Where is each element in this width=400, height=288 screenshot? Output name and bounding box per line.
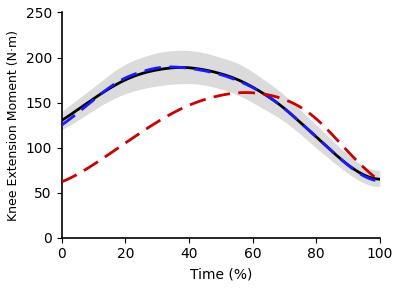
Y-axis label: Knee Extension Moment (N·m): Knee Extension Moment (N·m) — [7, 30, 20, 221]
X-axis label: Time (%): Time (%) — [190, 267, 252, 281]
